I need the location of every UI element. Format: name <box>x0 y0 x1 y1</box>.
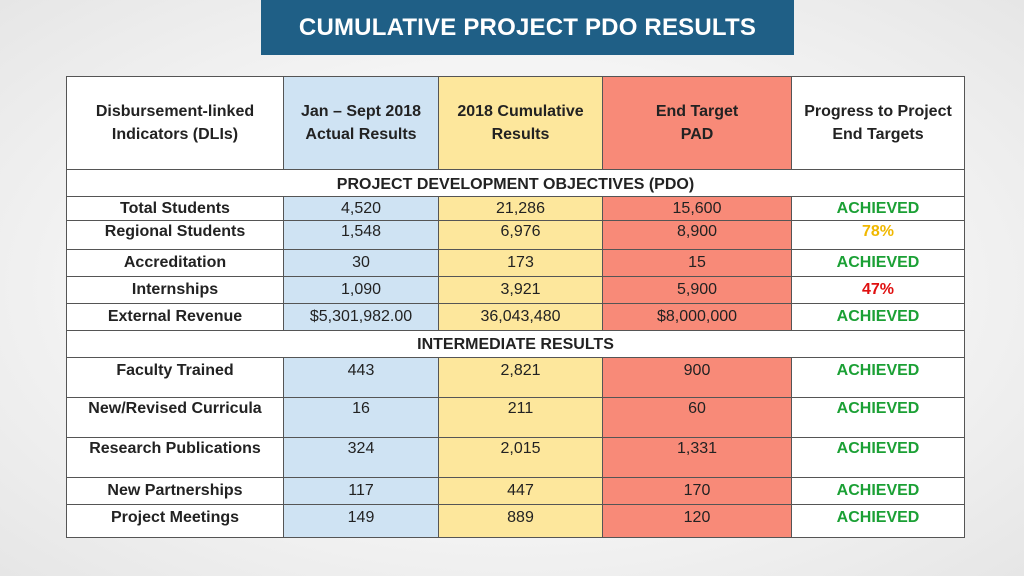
end-target-value: 60 <box>602 397 792 438</box>
jan-value: 324 <box>283 437 439 478</box>
header-jan-line1: Jan – Sept 2018 <box>300 103 422 120</box>
header-jan-sept: Jan – Sept 2018 Actual Results <box>283 76 439 170</box>
cumulative-value: 211 <box>438 397 603 438</box>
header-cum-line1: 2018 Cumulative <box>457 103 584 120</box>
header-cumulative: 2018 Cumulative Results <box>438 76 603 170</box>
cumulative-value: 2,015 <box>438 437 603 478</box>
table-row: Total Students 4,520 21,286 15,600 ACHIE… <box>66 196 965 221</box>
header-dli: Disbursement-linked Indicators (DLIs) <box>66 76 284 170</box>
header-progress-line2: End Targets <box>832 126 924 143</box>
row-label: New Partnerships <box>66 477 284 505</box>
end-target-value: 900 <box>602 357 792 398</box>
end-target-value: 120 <box>602 504 792 538</box>
jan-value: 443 <box>283 357 439 398</box>
table-row: New/Revised Curricula 16 211 60 ACHIEVED <box>66 397 965 438</box>
jan-value: 1,090 <box>283 276 439 304</box>
status-badge: ACHIEVED <box>791 357 965 398</box>
row-label: Internships <box>66 276 284 304</box>
jan-value: 30 <box>283 249 439 277</box>
jan-value: $5,301,982.00 <box>283 303 439 331</box>
cumulative-value: 173 <box>438 249 603 277</box>
section-heading-pdo: PROJECT DEVELOPMENT OBJECTIVES (PDO) <box>66 169 965 197</box>
end-target-value: 15,600 <box>602 196 792 221</box>
title-banner: CUMULATIVE PROJECT PDO RESULTS <box>261 0 794 55</box>
jan-value: 4,520 <box>283 196 439 221</box>
status-badge: 78% <box>791 220 965 250</box>
table-row: Project Meetings 149 889 120 ACHIEVED <box>66 504 965 538</box>
end-target-value: 5,900 <box>602 276 792 304</box>
cumulative-value: 2,821 <box>438 357 603 398</box>
cumulative-value: 447 <box>438 477 603 505</box>
row-label: Regional Students <box>66 220 284 250</box>
header-jan-line2: Actual Results <box>305 126 417 143</box>
status-badge: ACHIEVED <box>791 477 965 505</box>
status-badge: ACHIEVED <box>791 397 965 438</box>
jan-value: 1,548 <box>283 220 439 250</box>
row-label: Faculty Trained <box>66 357 284 398</box>
end-target-value: 8,900 <box>602 220 792 250</box>
table-row: External Revenue $5,301,982.00 36,043,48… <box>66 303 965 331</box>
section-heading-ir: INTERMEDIATE RESULTS <box>66 330 965 358</box>
row-label: Accreditation <box>66 249 284 277</box>
status-badge: ACHIEVED <box>791 504 965 538</box>
results-table: Disbursement-linked Indicators (DLIs) Ja… <box>66 76 965 538</box>
section-row-ir: INTERMEDIATE RESULTS <box>66 330 965 358</box>
header-row: Disbursement-linked Indicators (DLIs) Ja… <box>66 76 965 170</box>
cumulative-value: 21,286 <box>438 196 603 221</box>
cumulative-value: 889 <box>438 504 603 538</box>
table-row: New Partnerships 117 447 170 ACHIEVED <box>66 477 965 505</box>
jan-value: 117 <box>283 477 439 505</box>
status-badge: ACHIEVED <box>791 249 965 277</box>
header-dli-line2: Indicators (DLIs) <box>111 126 239 143</box>
table-row: Faculty Trained 443 2,821 900 ACHIEVED <box>66 357 965 398</box>
header-progress: Progress to Project End Targets <box>791 76 965 170</box>
row-label: Project Meetings <box>66 504 284 538</box>
table-row: Internships 1,090 3,921 5,900 47% <box>66 276 965 304</box>
jan-value: 16 <box>283 397 439 438</box>
header-cum-line2: Results <box>491 126 550 143</box>
section-row-pdo: PROJECT DEVELOPMENT OBJECTIVES (PDO) <box>66 169 965 197</box>
cumulative-value: 36,043,480 <box>438 303 603 331</box>
status-badge: ACHIEVED <box>791 303 965 331</box>
end-target-value: 15 <box>602 249 792 277</box>
header-end-target: End Target PAD <box>602 76 792 170</box>
row-label: External Revenue <box>66 303 284 331</box>
table-row: Research Publications 324 2,015 1,331 AC… <box>66 437 965 478</box>
end-target-value: $8,000,000 <box>602 303 792 331</box>
page-title: CUMULATIVE PROJECT PDO RESULTS <box>298 13 757 41</box>
table-row: Accreditation 30 173 15 ACHIEVED <box>66 249 965 277</box>
end-target-value: 1,331 <box>602 437 792 478</box>
cumulative-value: 3,921 <box>438 276 603 304</box>
status-badge: 47% <box>791 276 965 304</box>
header-end-line2: PAD <box>680 126 714 143</box>
row-label: New/Revised Curricula <box>66 397 284 438</box>
status-badge: ACHIEVED <box>791 437 965 478</box>
row-label: Research Publications <box>66 437 284 478</box>
header-progress-line1: Progress to Project <box>804 103 952 120</box>
end-target-value: 170 <box>602 477 792 505</box>
cumulative-value: 6,976 <box>438 220 603 250</box>
table-row: Regional Students 1,548 6,976 8,900 78% <box>66 220 965 250</box>
status-badge: ACHIEVED <box>791 196 965 221</box>
header-dli-line1: Disbursement-linked <box>95 103 255 120</box>
jan-value: 149 <box>283 504 439 538</box>
row-label: Total Students <box>66 196 284 221</box>
header-end-line1: End Target <box>655 103 739 120</box>
